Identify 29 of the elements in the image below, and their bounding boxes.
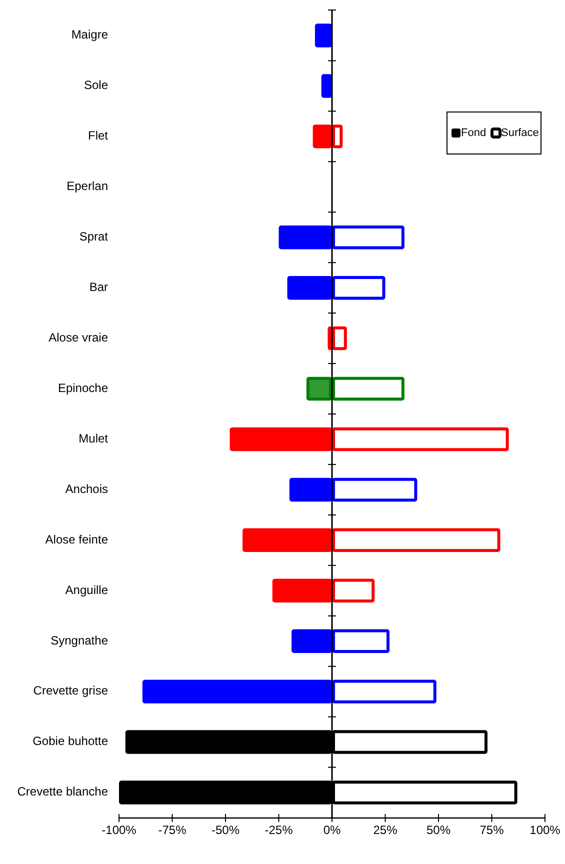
- legend-label: Fond: [461, 126, 486, 139]
- y-tick-label: Alose vraie: [48, 330, 108, 344]
- y-tick-label: Maigre: [71, 28, 108, 42]
- y-tick-label: Mulet: [78, 431, 109, 446]
- y-tick-label: Epinoche: [58, 380, 108, 395]
- y-tick-label: Anguille: [65, 582, 108, 597]
- x-tick-label: -75%: [158, 823, 187, 837]
- y-tick-label: Eperlan: [66, 179, 108, 194]
- x-tick-label: -50%: [211, 823, 240, 837]
- y-tick-label: Alose feinte: [45, 532, 108, 546]
- bar: [314, 24, 332, 48]
- x-tick-label: -25%: [264, 823, 294, 837]
- y-tick-label: Flet: [88, 128, 109, 143]
- x-tick-label: 25%: [373, 823, 398, 837]
- y-tick-label: Bar: [89, 280, 108, 294]
- y-tick-label: Anchois: [65, 482, 108, 496]
- y-tick-label: Sprat: [79, 230, 109, 244]
- x-tick-label: 50%: [426, 823, 451, 837]
- y-tick-label: Sole: [84, 78, 108, 92]
- x-tick-label: 100%: [530, 823, 561, 837]
- legend-label: Surface: [501, 126, 539, 139]
- y-tick-label: Syngnathe: [50, 633, 108, 648]
- y-tick-label: Crevette blanche: [17, 784, 108, 799]
- y-tick-label: Gobie buhotte: [32, 734, 108, 748]
- y-tick-label: Crevette grise: [33, 684, 108, 698]
- x-tick-label: -100%: [102, 823, 137, 837]
- bar: [321, 74, 332, 98]
- x-tick-label: 0%: [323, 823, 341, 837]
- x-tick-label: 75%: [480, 823, 504, 837]
